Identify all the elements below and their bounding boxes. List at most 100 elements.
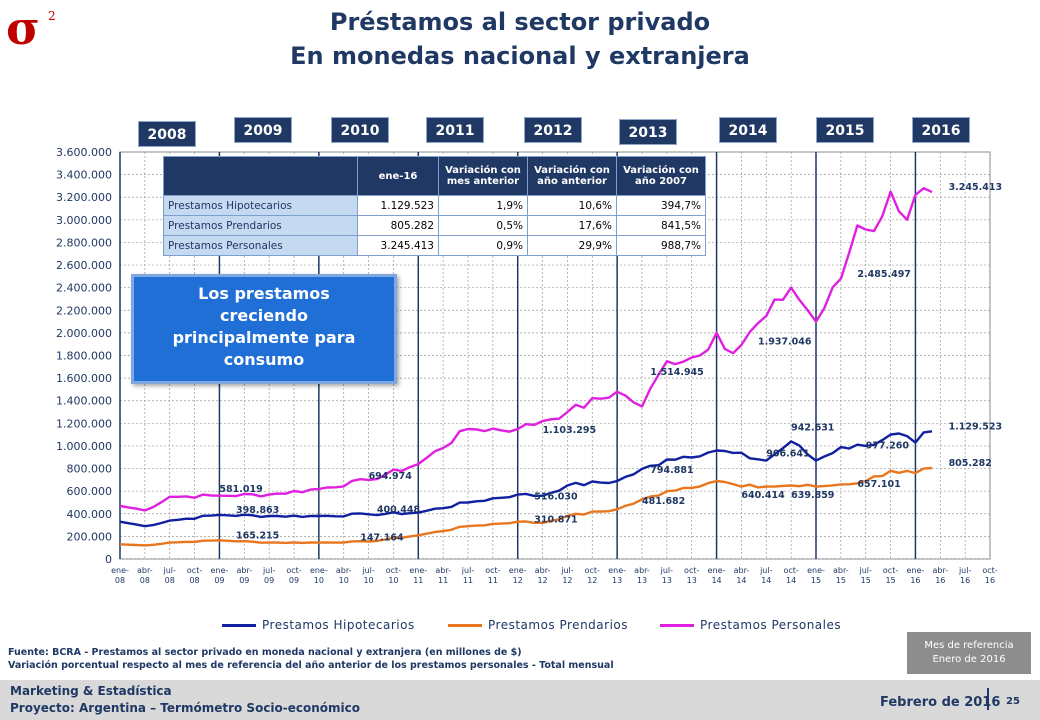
logo-superscript: 2 — [48, 9, 56, 23]
x-tick-label: ene-13 — [608, 566, 626, 585]
x-tick-label: ene-09 — [211, 566, 229, 585]
y-tick-label: 1.600.000 — [56, 372, 112, 385]
year-banner: 2012 — [524, 117, 582, 143]
x-tick-label: jul-12 — [560, 566, 574, 585]
x-tick-label: jul-16 — [958, 566, 972, 585]
y-tick-label: 2.200.000 — [56, 304, 112, 317]
chart-legend: Prestamos Hipotecarios Prestamos Prendar… — [220, 614, 860, 638]
x-tick-label: abr-09 — [236, 566, 252, 585]
callout-line: Los prestamos — [198, 284, 330, 303]
y-tick-label: 0 — [105, 553, 112, 566]
x-tick-label: jul-08 — [163, 566, 177, 585]
data-label: 3.245.413 — [949, 182, 1003, 193]
table-cell-label: Prestamos Hipotecarios — [163, 195, 358, 216]
legend-label: Prestamos Hipotecarios — [262, 618, 415, 632]
data-label: 906.641 — [766, 448, 809, 459]
x-tick-label: ene-08 — [111, 566, 129, 585]
page-number: 25 — [1006, 696, 1020, 707]
x-tick-label: ene-11 — [409, 566, 427, 585]
table-header: Variación con mes anterior — [438, 156, 528, 196]
source-line: Variación porcentual respecto al mes de … — [8, 660, 614, 671]
legend-item: Prestamos Prendarios — [448, 618, 628, 632]
y-tick-label: 2.400.000 — [56, 282, 112, 295]
data-label: 657.101 — [857, 479, 900, 490]
table-cell: 841,5% — [616, 215, 706, 236]
table-cell: 3.245.413 — [357, 235, 439, 256]
table-cell: 10,6% — [527, 195, 617, 216]
year-banner: 2015 — [816, 117, 874, 143]
x-tick-label: abr-13 — [634, 566, 650, 585]
page-subtitle: En monedas nacional y extranjera — [290, 42, 750, 70]
data-label: 977.260 — [866, 440, 910, 451]
x-tick-label: ene-15 — [807, 566, 825, 585]
x-tick-label: abr-10 — [336, 566, 352, 585]
y-tick-label: 200.000 — [67, 530, 113, 543]
x-tick-label: oct-14 — [783, 566, 798, 585]
y-tick-label: 1.000.000 — [56, 440, 112, 453]
y-tick-label: 2.000.000 — [56, 327, 112, 340]
table-header: Variación con año 2007 — [616, 156, 706, 196]
data-label: 1.937.046 — [758, 336, 812, 347]
sigma-logo-icon: σ 2 — [6, 4, 56, 48]
x-tick-label: abr-11 — [435, 566, 451, 585]
year-banner: 2010 — [331, 117, 389, 143]
table-cell-label: Prestamos Prendarios — [163, 215, 358, 236]
x-tick-label: abr-08 — [137, 566, 153, 585]
x-tick-label: jul-13 — [660, 566, 674, 585]
y-tick-label: 600.000 — [67, 485, 113, 498]
x-tick-label: ene-14 — [708, 566, 726, 585]
legend-swatch — [222, 624, 256, 627]
callout-line: principalmente para — [172, 328, 356, 347]
data-label: 310.871 — [534, 515, 577, 526]
x-tick-label: abr-15 — [833, 566, 849, 585]
logo-symbol: σ — [6, 4, 40, 48]
table-cell: 394,7% — [616, 195, 706, 216]
data-label: 2.485.497 — [857, 269, 911, 280]
legend-item: Prestamos Personales — [660, 618, 841, 632]
table-cell-label: Prestamos Personales — [163, 235, 358, 256]
footer-date: Febrero de 2016 — [880, 695, 1001, 710]
reference-label: Mes de referencia — [924, 640, 1014, 651]
data-label: 165.215 — [236, 530, 279, 541]
footer-divider — [987, 688, 989, 710]
y-tick-label: 3.200.000 — [56, 191, 112, 204]
callout-line: creciendo — [220, 306, 308, 325]
legend-label: Prestamos Personales — [700, 618, 842, 632]
data-label: 581.019 — [219, 484, 262, 495]
x-tick-label: oct-09 — [286, 566, 301, 585]
y-tick-label: 3.400.000 — [56, 169, 112, 182]
series-line-0 — [119, 430, 933, 528]
table-cell: 1.129.523 — [357, 195, 439, 216]
table-row: Prestamos Hipotecarios 1.129.523 1,9% 10… — [163, 195, 706, 216]
x-tick-label: jul-11 — [461, 566, 475, 585]
footer-project: Proyecto: Argentina – Termómetro Socio-e… — [10, 701, 361, 715]
table-cell: 17,6% — [527, 215, 617, 236]
series-line-1 — [119, 466, 933, 547]
x-tick-label: jul-09 — [262, 566, 276, 585]
x-tick-label: jul-15 — [859, 566, 873, 585]
y-tick-label: 1.200.000 — [56, 417, 112, 430]
y-tick-label: 400.000 — [67, 508, 113, 521]
data-label: 794.881 — [650, 465, 693, 476]
reference-value: Enero de 2016 — [932, 654, 1006, 665]
table-header: ene-16 — [357, 156, 439, 196]
x-tick-label: jul-14 — [759, 566, 773, 585]
year-banner: 2013 — [619, 119, 677, 145]
data-label: 516.030 — [534, 491, 578, 502]
table-corner — [163, 156, 358, 196]
page-title: Préstamos al sector privado — [329, 8, 711, 36]
data-label: 1.103.295 — [543, 425, 597, 436]
x-tick-label: oct-08 — [187, 566, 202, 585]
legend-item: Prestamos Hipotecarios — [222, 618, 415, 632]
data-label: 398.863 — [236, 505, 279, 516]
x-tick-label: abr-14 — [734, 566, 750, 585]
year-banner: 2009 — [234, 117, 292, 143]
y-tick-label: 1.800.000 — [56, 350, 112, 363]
table-cell: 988,7% — [616, 235, 706, 256]
x-tick-label: jul-10 — [361, 566, 375, 585]
table-cell: 0,5% — [438, 215, 528, 236]
table-cell: 1,9% — [438, 195, 528, 216]
x-tick-label: ene-10 — [310, 566, 328, 585]
footer-bar: Marketing & Estadística Proyecto: Argent… — [0, 680, 1040, 720]
table-cell: 29,9% — [527, 235, 617, 256]
